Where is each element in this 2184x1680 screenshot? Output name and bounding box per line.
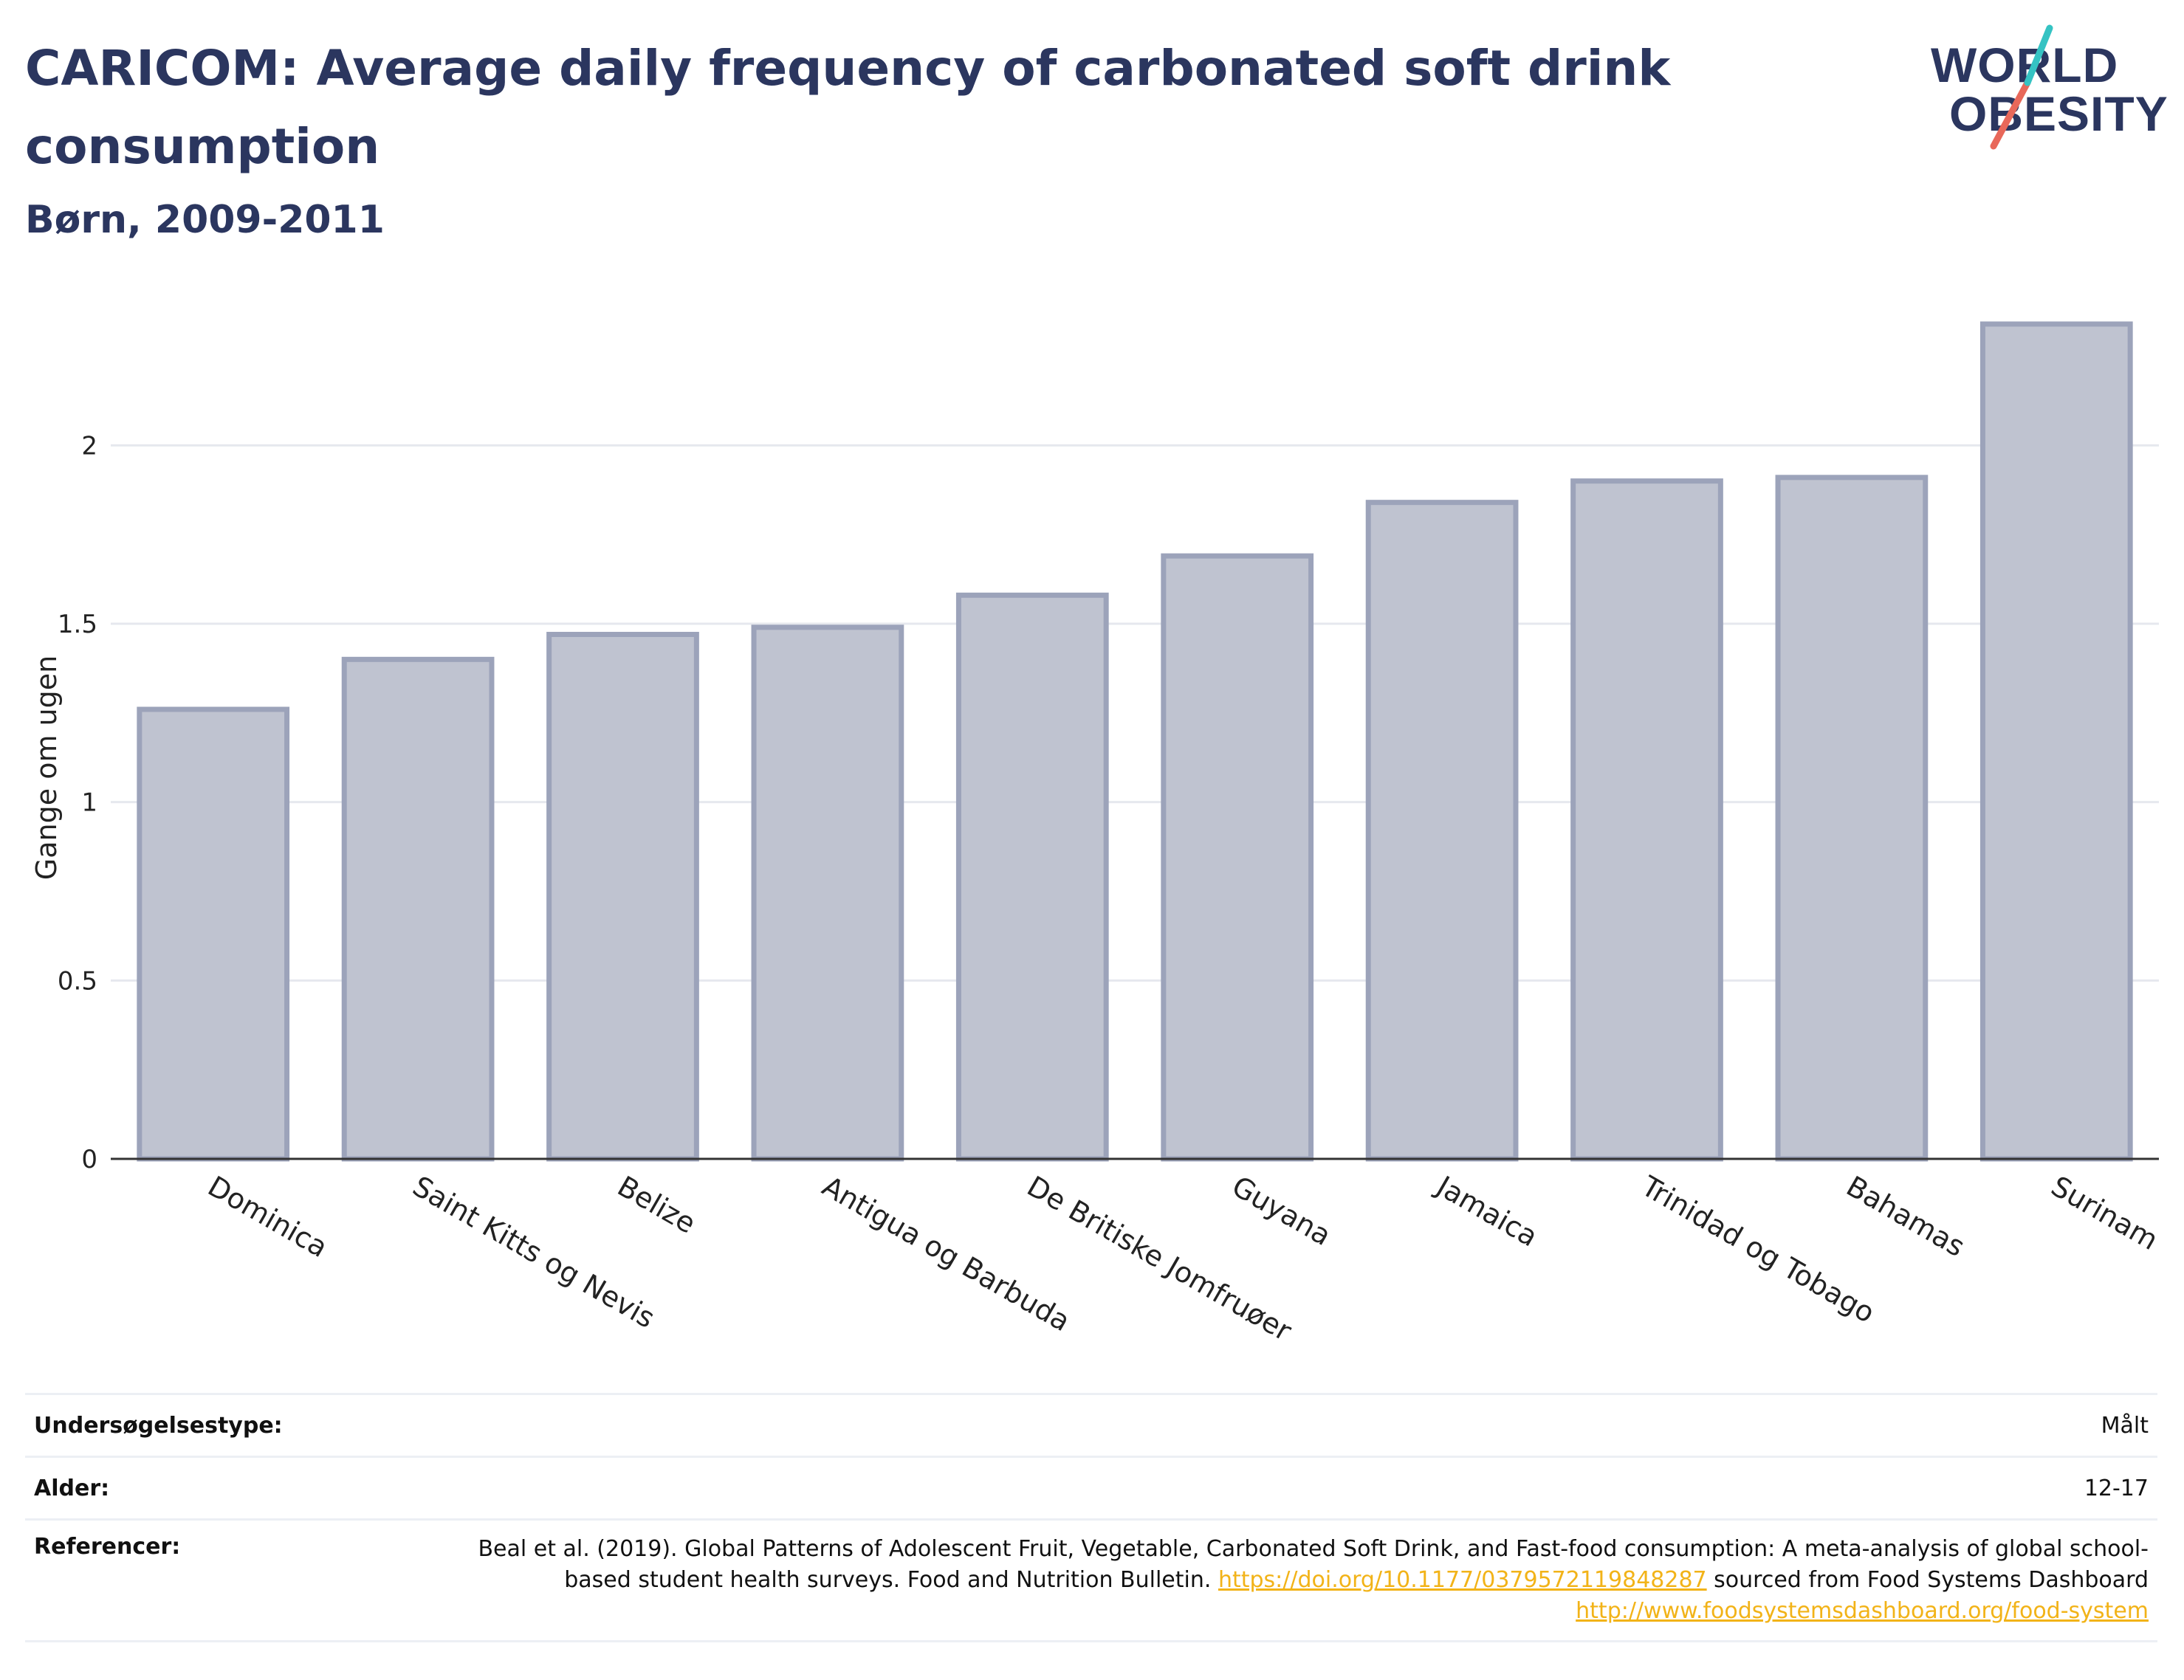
chart-subtitle: Børn, 2009-2011 xyxy=(25,198,385,242)
survey-type-value: Målt xyxy=(2101,1412,2149,1439)
meta-row-references: Referencer: Beal et al. (2019). Global P… xyxy=(25,1518,2157,1642)
logo-slash-icon xyxy=(1990,24,2053,150)
x-tick-label: Jamaica xyxy=(1430,1169,1543,1253)
age-label: Alder: xyxy=(34,1475,110,1501)
bar xyxy=(1775,475,1929,1162)
y-tick-label: 0.5 xyxy=(58,966,97,996)
bar xyxy=(955,592,1109,1162)
metadata-table: Undersøgelsestype: Målt Alder: 12-17 Ref… xyxy=(25,1393,2157,1642)
bar xyxy=(751,624,904,1162)
x-tick-label: Belize xyxy=(612,1170,701,1240)
age-value: 12-17 xyxy=(2084,1475,2149,1501)
reference-source-text: sourced from Food Systems Dashboard xyxy=(1714,1567,2149,1593)
x-tick-label: Surinam xyxy=(2046,1170,2164,1256)
x-tick-label: Bahamas xyxy=(1841,1170,1970,1264)
x-tick-label: Guyana xyxy=(1226,1170,1336,1252)
doi-link[interactable]: https://doi.org/10.1177/0379572119848287 xyxy=(1218,1567,1707,1593)
bar xyxy=(137,706,290,1162)
world-obesity-logo[interactable]: WORLD OBESITY xyxy=(1920,22,2171,155)
bar xyxy=(1979,321,2133,1162)
x-tick-label: Dominica xyxy=(202,1170,333,1264)
survey-type-label: Undersøgelsestype: xyxy=(34,1412,283,1439)
references-value: Beal et al. (2019). Global Patterns of A… xyxy=(450,1534,2157,1627)
y-axis-title: Gange om ugen xyxy=(30,655,63,880)
bar xyxy=(1365,500,1519,1162)
y-tick-label: 1 xyxy=(81,788,97,818)
logo-text-obesity: OBESITY xyxy=(1949,86,2168,141)
food-systems-link[interactable]: http://www.foodsystemsdashboard.org/food… xyxy=(1576,1598,2149,1624)
bar xyxy=(341,656,495,1162)
y-tick-label: 1.5 xyxy=(58,610,97,639)
y-tick-label: 0 xyxy=(81,1145,97,1174)
bar xyxy=(1161,553,1314,1162)
bar xyxy=(546,632,699,1162)
meta-row-age: Alder: 12-17 xyxy=(25,1456,2157,1518)
bar xyxy=(1570,478,1723,1162)
chart-title: CARICOM: Average daily frequency of carb… xyxy=(25,40,1671,175)
meta-row-survey-type: Undersøgelsestype: Målt xyxy=(25,1393,2157,1456)
reference-text: Beal et al. (2019). Global Patterns of A… xyxy=(478,1536,2149,1593)
y-tick-label: 2 xyxy=(81,431,97,461)
references-label: Referencer: xyxy=(34,1534,181,1560)
